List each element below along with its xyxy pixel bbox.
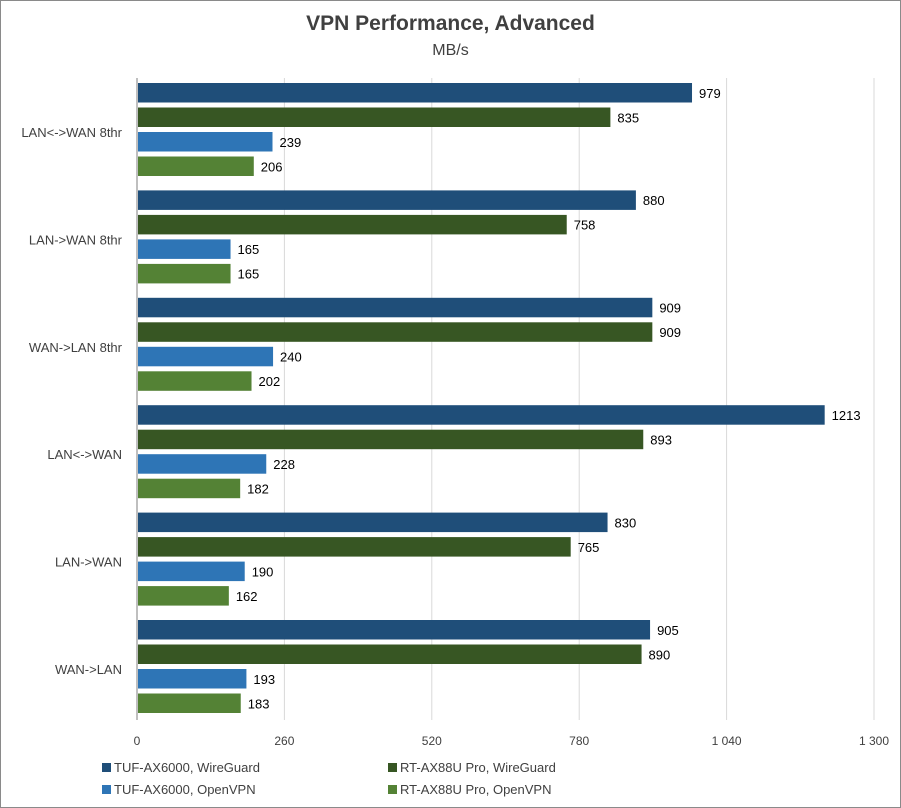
data-label: 228 [273,457,295,472]
bar [138,429,644,450]
data-label: 909 [659,301,681,316]
bar [138,83,693,103]
chart-subtitle: MB/s [432,42,469,59]
data-label: 890 [649,647,671,662]
legend-swatch [102,785,111,794]
legend-label: RT-AX88U Pro, WireGuard [400,760,556,775]
data-label: 190 [252,564,274,579]
bar [138,190,636,210]
data-label: 240 [280,350,302,365]
bar [138,405,825,425]
bar [138,214,567,235]
x-tick-label: 1 040 [712,734,742,748]
bar [138,512,608,533]
data-label: 1213 [832,408,861,423]
x-tick-label: 520 [422,734,442,748]
data-label: 165 [238,267,260,282]
category-label: LAN->WAN 8thr [29,232,123,247]
legend-swatch [102,763,111,772]
data-label: 893 [650,432,672,447]
bar [138,586,229,606]
data-label: 165 [238,242,260,257]
bar [138,156,254,176]
bar [138,263,231,284]
bar [138,537,571,557]
data-label: 765 [578,540,600,555]
data-label: 202 [259,374,281,389]
legend-swatch [388,785,397,794]
data-label: 182 [247,481,269,496]
category-label: LAN<->WAN 8thr [21,125,122,140]
bar [138,478,241,499]
chart-title: VPN Performance, Advanced [306,12,595,35]
data-label: 162 [236,589,258,604]
bar [138,107,611,127]
bar [138,297,653,318]
x-tick-label: 780 [569,734,589,748]
bar [138,346,274,367]
legend-label: TUF-AX6000, WireGuard [114,760,260,775]
data-label: 758 [574,218,596,233]
data-label: 880 [643,193,665,208]
bar [138,371,252,391]
bar [138,644,642,664]
legend-item: RT-AX88U Pro, WireGuard [388,760,556,775]
x-tick-label: 1 300 [859,734,889,748]
bar [138,132,273,152]
category-label: WAN->LAN [55,662,122,677]
legend-item: TUF-AX6000, OpenVPN [102,782,256,797]
bar [138,693,241,713]
bar [138,669,247,689]
x-tick-label: 0 [134,734,141,748]
data-label: 835 [617,110,639,125]
data-label: 830 [615,515,637,530]
bar [138,620,651,640]
category-label: LAN<->WAN [47,447,122,462]
data-label: 979 [699,86,721,101]
data-label: 206 [261,159,283,174]
legend-item: TUF-AX6000, WireGuard [102,760,260,775]
category-label: LAN->WAN [55,555,122,570]
legend-label: RT-AX88U Pro, OpenVPN [400,782,552,797]
bar [138,454,267,474]
bar [138,322,653,342]
x-tick-label: 260 [274,734,294,748]
bar [138,239,231,259]
data-label: 905 [657,623,679,638]
legend-label: TUF-AX6000, OpenVPN [114,782,256,797]
category-label: WAN->LAN 8thr [29,340,123,355]
bar [138,561,245,582]
data-label: 183 [248,696,270,711]
data-label: 909 [659,325,681,340]
data-label: 239 [279,135,301,150]
legend-item: RT-AX88U Pro, OpenVPN [388,782,552,797]
legend-swatch [388,763,397,772]
data-label: 193 [253,672,275,687]
